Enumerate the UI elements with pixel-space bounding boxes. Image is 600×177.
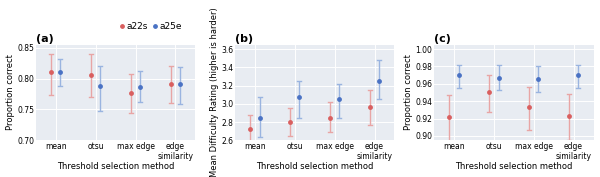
Legend: a22s, a25e: a22s, a25e [116, 19, 185, 35]
X-axis label: Threshold selection method: Threshold selection method [455, 162, 572, 172]
Text: (a): (a) [36, 34, 53, 44]
Text: (b): (b) [235, 34, 253, 44]
Text: (c): (c) [434, 34, 451, 44]
Y-axis label: Proportion correct: Proportion correct [404, 55, 413, 130]
Y-axis label: Proportion correct: Proportion correct [5, 55, 14, 130]
X-axis label: Threshold selection method: Threshold selection method [57, 162, 174, 172]
Y-axis label: Mean Difficulty Rating (higher is harder): Mean Difficulty Rating (higher is harder… [209, 8, 218, 177]
X-axis label: Threshold selection method: Threshold selection method [256, 162, 373, 172]
